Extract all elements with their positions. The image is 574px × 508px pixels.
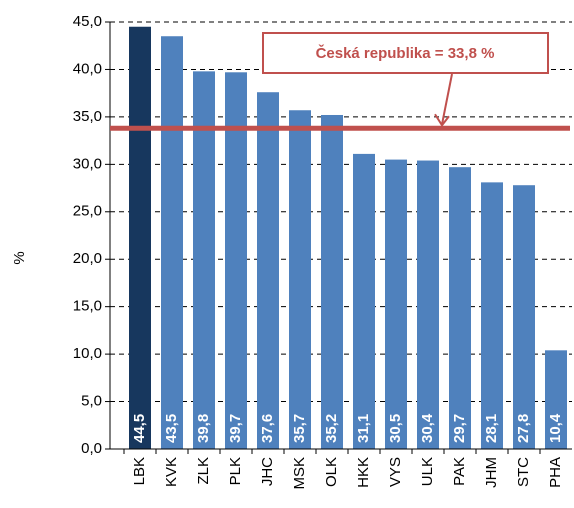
bar xyxy=(545,350,567,449)
bar xyxy=(289,110,311,449)
bar xyxy=(129,26,151,449)
y-tick-label: 15,0 xyxy=(73,298,102,315)
value-label: 30,5 xyxy=(387,414,404,443)
bar xyxy=(321,114,343,449)
annotation-text: Česká republika = 33,8 % xyxy=(316,44,495,62)
y-tick-label: 25,0 xyxy=(73,203,102,220)
y-tick-label: 45,0 xyxy=(73,13,102,30)
bar xyxy=(513,185,535,449)
value-label: 10,4 xyxy=(547,413,564,443)
value-label: 35,2 xyxy=(323,414,340,443)
bar xyxy=(481,182,503,449)
x-tick-label: KVK xyxy=(163,457,180,487)
x-tick-label: MSK xyxy=(291,457,308,490)
x-tick-label: ULK xyxy=(419,457,436,486)
x-tick-label: STC xyxy=(515,457,532,487)
bar xyxy=(417,160,439,449)
x-tick-label: PAK xyxy=(451,457,468,486)
x-tick-label: VYS xyxy=(387,457,404,487)
value-label: 35,7 xyxy=(291,414,308,443)
y-tick-label: 20,0 xyxy=(73,250,102,267)
value-label: 37,6 xyxy=(259,414,276,443)
value-label: 28,1 xyxy=(483,414,500,443)
x-tick-label: ZLK xyxy=(195,457,212,485)
bar xyxy=(193,71,215,449)
bar xyxy=(449,167,471,449)
x-tick-label: PLK xyxy=(227,457,244,485)
y-tick-label: 30,0 xyxy=(73,155,102,172)
value-label: 29,7 xyxy=(451,414,468,443)
x-tick-label: OLK xyxy=(323,457,340,487)
bar xyxy=(257,92,279,450)
annotation-arrow xyxy=(441,73,453,125)
annotation-box xyxy=(262,32,549,74)
bar xyxy=(161,36,183,449)
bar xyxy=(385,159,407,450)
value-label: 39,7 xyxy=(227,414,244,443)
x-tick-label: JHM xyxy=(483,457,500,488)
y-tick-label: 10,0 xyxy=(73,345,102,362)
x-tick-label: LBK xyxy=(131,457,148,485)
y-axis-label: % xyxy=(11,251,28,264)
value-label: 44,5 xyxy=(131,414,148,443)
bar xyxy=(225,72,247,450)
x-tick-label: HKK xyxy=(355,457,372,488)
y-tick-label: 0,0 xyxy=(81,440,102,457)
arrow-head xyxy=(434,113,450,128)
x-tick-label: JHC xyxy=(259,457,276,486)
bar xyxy=(353,153,375,449)
y-tick-label: 35,0 xyxy=(73,108,102,125)
x-tick-label: PHA xyxy=(547,457,564,488)
value-label: 27,8 xyxy=(515,414,532,443)
y-tick-label: 40,0 xyxy=(73,60,102,77)
y-tick-label: 5,0 xyxy=(81,393,102,410)
value-label: 31,1 xyxy=(355,414,372,443)
value-label: 39,8 xyxy=(195,414,212,443)
value-label: 43,5 xyxy=(163,414,180,443)
value-label: 30,4 xyxy=(419,413,436,443)
